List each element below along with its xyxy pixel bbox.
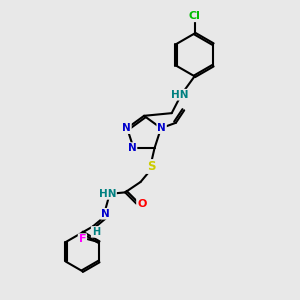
- Text: Cl: Cl: [189, 11, 200, 21]
- Text: HN: HN: [98, 189, 116, 199]
- Text: H: H: [92, 227, 100, 237]
- Text: F: F: [79, 234, 86, 244]
- Text: N: N: [128, 143, 136, 153]
- Text: HN: HN: [171, 90, 188, 100]
- Text: S: S: [147, 160, 155, 173]
- Text: N: N: [122, 123, 131, 133]
- Text: N: N: [157, 123, 166, 133]
- Text: O: O: [137, 199, 146, 209]
- Text: N: N: [101, 209, 110, 219]
